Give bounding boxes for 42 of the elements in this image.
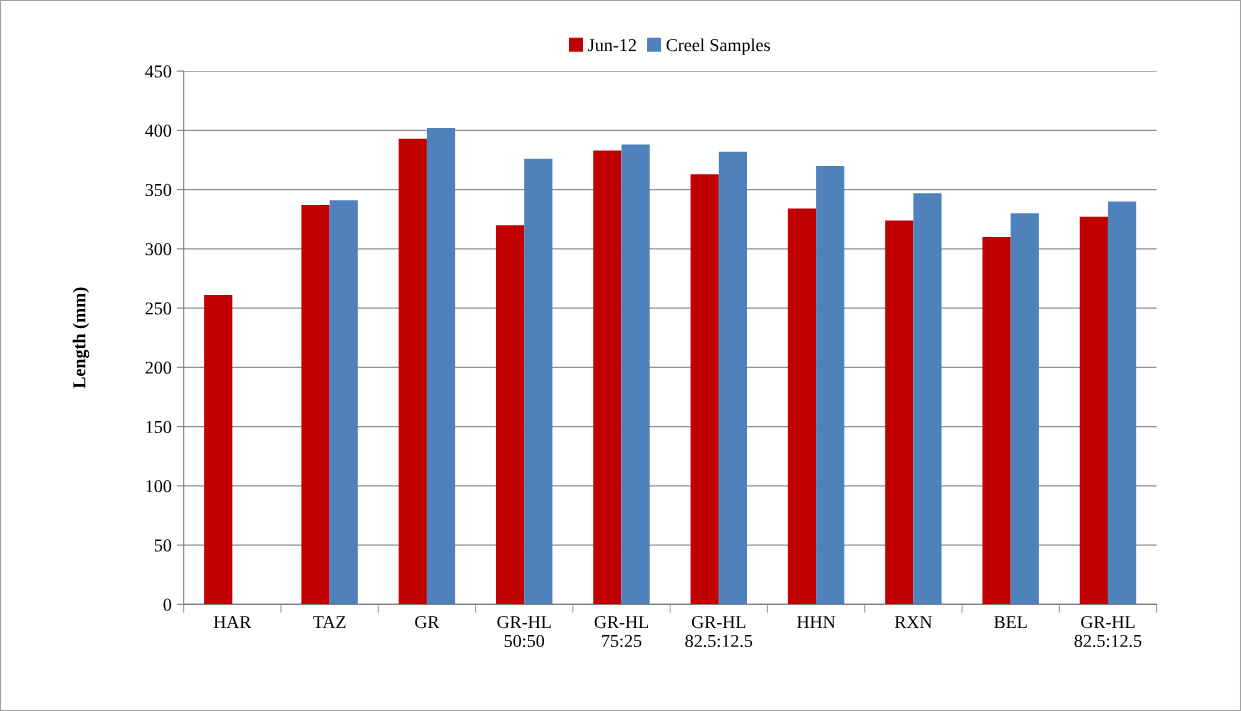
bar	[204, 295, 233, 605]
y-tick-label: 300	[145, 243, 172, 256]
x-tick-label: GR	[415, 616, 440, 629]
bar	[1107, 201, 1137, 605]
bar	[787, 208, 817, 605]
x-tick-label: GR-HL 82.5:12.5	[1074, 616, 1142, 648]
x-tick-label: GR-HL 75:25	[594, 616, 648, 648]
y-tick-label: 250	[145, 302, 172, 315]
bar	[1010, 213, 1039, 605]
y-tick-label: 50	[154, 539, 172, 552]
legend-label: Creel Samples	[666, 38, 770, 55]
bar	[329, 200, 358, 605]
y-tick-label: 0	[163, 598, 172, 611]
bar	[1079, 216, 1108, 605]
bar	[718, 151, 747, 605]
y-tick-label: 450	[145, 65, 172, 78]
y-tick-label: 200	[145, 361, 172, 374]
bar	[982, 237, 1011, 605]
x-tick-label: HHN	[797, 616, 836, 628]
bar	[398, 138, 427, 605]
bar	[913, 193, 942, 605]
x-tick-label: TAZ	[313, 616, 346, 628]
x-tick-label: GR-HL 50:50	[497, 616, 551, 648]
x-tick-label: BEL	[994, 616, 1027, 629]
y-tick-label: 400	[145, 124, 172, 137]
y-axis-title: Length (mm)	[72, 287, 90, 389]
bar	[426, 127, 456, 605]
x-tick-label: RXN	[894, 616, 933, 628]
bar	[495, 225, 525, 605]
bar	[524, 158, 553, 605]
bar	[593, 150, 622, 605]
y-tick-label: 100	[146, 480, 172, 493]
bar	[621, 144, 650, 605]
bar	[690, 174, 719, 605]
x-tick-label: HAR	[213, 616, 252, 628]
bar	[816, 165, 845, 605]
legend-label: Jun-12	[588, 39, 636, 52]
y-tick-label: 350	[145, 183, 172, 197]
x-tick-label: GR-HL 82.5:12.5	[685, 616, 753, 648]
bar	[301, 205, 330, 605]
bar	[885, 220, 914, 605]
y-tick-label: 150	[146, 420, 172, 434]
